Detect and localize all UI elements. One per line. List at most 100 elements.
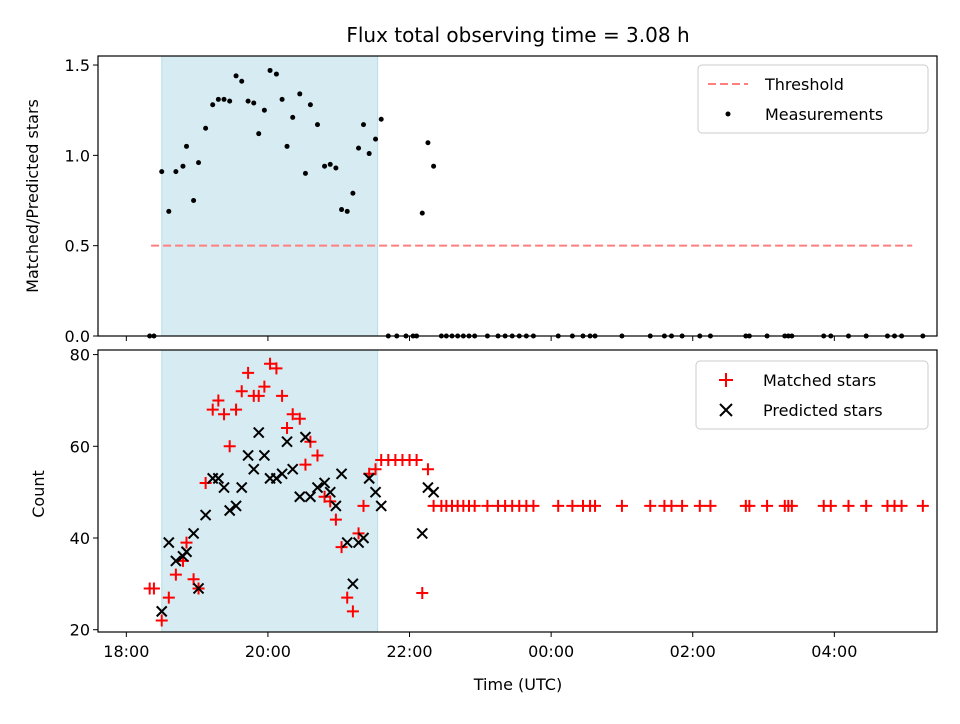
measurement-point [261, 107, 267, 113]
predicted-star-point [324, 486, 336, 498]
measurement-point [239, 78, 245, 84]
matched-star-point [252, 389, 265, 402]
matched-star-point [761, 499, 774, 512]
matched-star-point [270, 362, 283, 375]
measurement-point [373, 136, 379, 142]
predicted-star-point [375, 500, 387, 512]
matched-star-point [566, 499, 579, 512]
matched-star-point [299, 458, 312, 471]
predicted-star-point [304, 491, 317, 503]
measurement-point [327, 161, 333, 167]
measurement-point [322, 163, 328, 169]
measurement-point [302, 170, 308, 176]
measurement-point [297, 91, 303, 97]
bottom-x-ticks: 18:00 20:00 22:00 00:00 02:00 04:00 [103, 632, 857, 661]
matched-star-point [155, 614, 168, 627]
measurement-point [279, 96, 285, 102]
measurement-point [215, 96, 221, 102]
top-y-label: Matched/Predicted stars [23, 99, 42, 293]
matched-star-point [235, 385, 248, 398]
matched-star-point [212, 394, 225, 407]
predicted-star-point [318, 477, 331, 489]
measurement-point [203, 125, 209, 131]
predicted-star-point [258, 449, 271, 462]
predicted-star-point [218, 481, 230, 494]
predicted-star-point [357, 532, 370, 544]
measurement-point [290, 114, 296, 120]
legend-measurements-label: Measurements [765, 105, 883, 124]
legend-measurements-swatch [725, 111, 731, 117]
predicted-star-point [276, 468, 288, 480]
matched-star-point [341, 591, 354, 604]
measurement-point [245, 98, 251, 104]
matched-star-point [264, 357, 277, 370]
x-axis-label: Time (UTC) [473, 675, 562, 694]
measurement-point [196, 160, 202, 166]
matched-star-point [615, 499, 628, 512]
matched-star-point [357, 499, 370, 512]
matched-star-point [162, 591, 175, 604]
matched-star-point [842, 499, 855, 512]
predicted-star-point [330, 500, 342, 512]
matched-star-point [916, 499, 929, 512]
matched-star-point [693, 499, 706, 512]
measurement-point [273, 71, 279, 77]
bottom-shaded-span [161, 349, 379, 633]
matched-star-point [860, 499, 873, 512]
x-tick-label: 04:00 [811, 642, 857, 661]
measurement-point [425, 140, 431, 146]
measurement-point [159, 169, 165, 175]
measurement-point [339, 207, 345, 213]
bottom-legend: Matched stars Predicted stars [695, 360, 929, 430]
matched-star-point [481, 499, 494, 512]
bottom-axes-frame [97, 349, 938, 633]
matched-star-point [421, 463, 434, 476]
matched-star-point [468, 499, 481, 512]
predicted-star-point [311, 481, 324, 494]
predicted-star-point [223, 504, 236, 517]
predicted-star-point [163, 536, 175, 549]
matched-star-point [218, 408, 231, 421]
x-tick-label: 18:00 [103, 642, 149, 661]
matched-star-point [311, 449, 324, 462]
matched-star-point [223, 440, 236, 453]
matched-star-point [329, 513, 342, 526]
predicted-star-point [199, 509, 212, 521]
predicted-star-point [369, 486, 382, 498]
x-tick-label: 00:00 [528, 642, 574, 661]
predicted-star-point [170, 555, 182, 567]
measurement-point [233, 73, 239, 79]
measurement-point [284, 143, 290, 149]
measurement-point [307, 102, 313, 108]
matched-star-point [346, 605, 359, 618]
measurement-point [173, 169, 179, 175]
predicted-star-point [230, 500, 242, 512]
measurement-point [431, 163, 437, 169]
measurement-point [184, 143, 190, 149]
matched-star-point [410, 454, 423, 467]
bottom-y-label: Count [29, 470, 48, 518]
measurement-point [366, 151, 372, 157]
measurement-point [344, 208, 350, 214]
legend-threshold-label: Threshold [764, 75, 844, 94]
predicted-star-point [335, 468, 348, 480]
matched-star-point [335, 541, 348, 554]
y-tick-label: 0.5 [65, 237, 90, 256]
matched-star-point [242, 366, 255, 379]
predicted-star-point [187, 527, 200, 540]
matched-star-point [824, 499, 837, 512]
matched-star-point [230, 403, 243, 416]
matched-star-point [665, 499, 678, 512]
measurement-point [419, 210, 425, 216]
measurement-point [333, 165, 339, 171]
matched-star-point [206, 403, 219, 416]
bottom-legend-box [695, 360, 929, 430]
y-tick-label: 80 [70, 346, 90, 365]
bottom-y-ticks: 20 40 60 80 [70, 346, 98, 640]
count-points [143, 357, 929, 627]
predicted-star-point [253, 426, 265, 439]
predicted-star-point [242, 449, 254, 462]
predicted-star-point [341, 536, 353, 549]
